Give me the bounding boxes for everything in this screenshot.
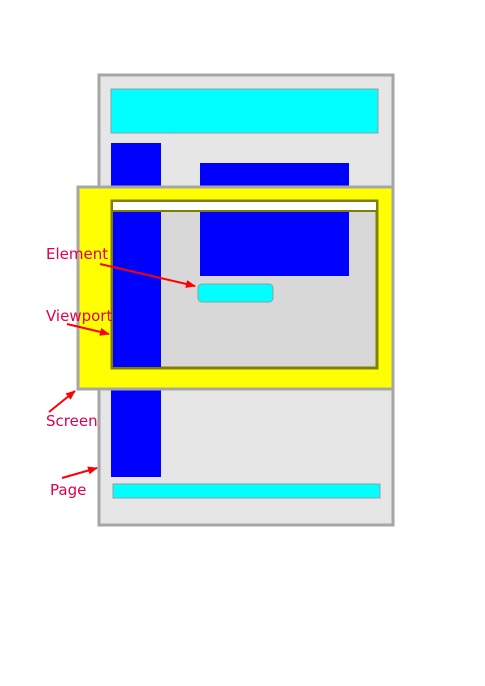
screen-arrow [48,390,76,413]
screen-outline [76,185,395,391]
page-label: Page [50,481,86,499]
viewport-sidebar-visible [113,212,161,367]
page-header-bar [110,88,379,134]
element-label: Element [46,245,108,263]
element-arrow [99,263,196,288]
viewport-toolbar [111,200,378,212]
viewport-arrow [66,323,110,336]
page-arrow [61,466,98,479]
viewport-content-visible [200,212,349,276]
screen-label: Screen [46,412,98,430]
page-footer-bar [112,483,381,499]
element-rect [197,283,274,303]
viewport-label: Viewport [46,307,112,325]
